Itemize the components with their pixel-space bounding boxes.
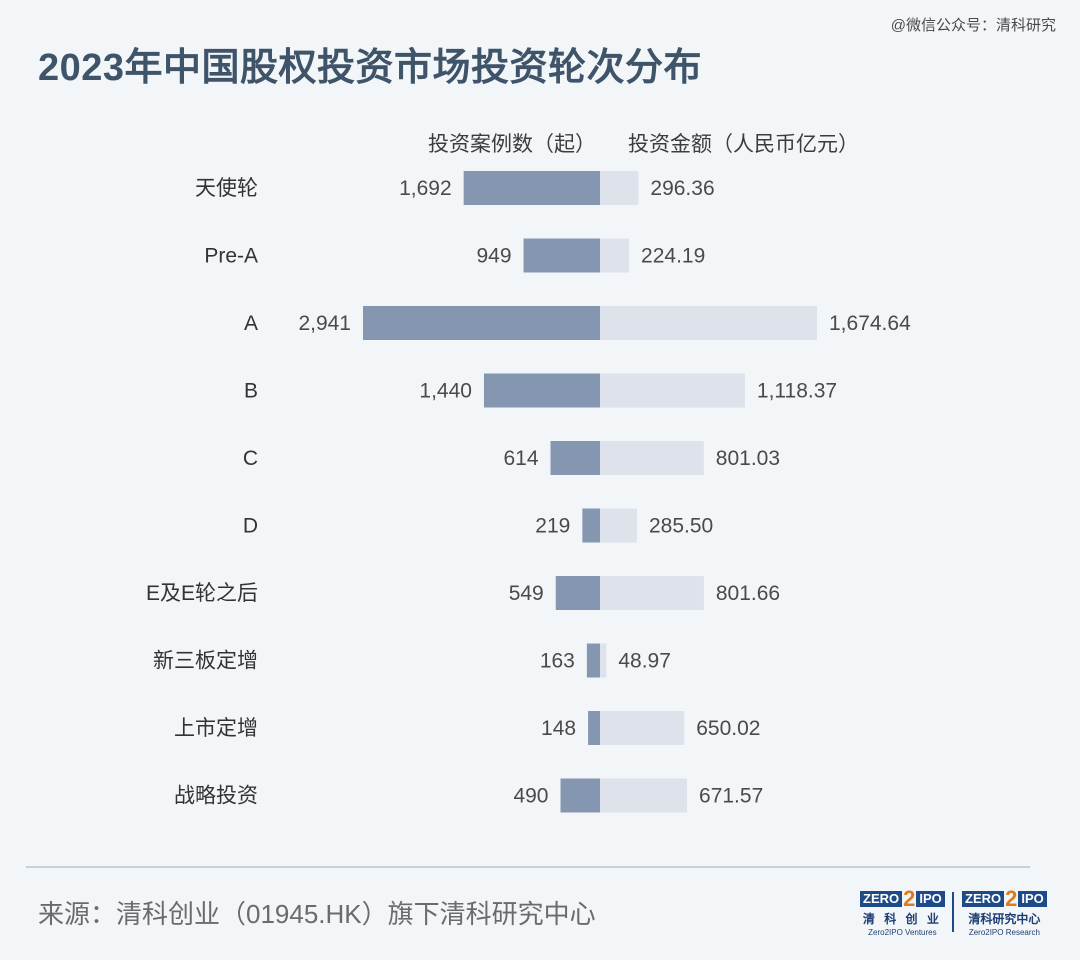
logo-cn-text: 清 科 创 业 — [862, 912, 942, 926]
logo-mark: ZERO 2 IPO — [962, 888, 1047, 910]
bar-amount — [600, 508, 637, 543]
value-label-case-count: 163 — [540, 650, 575, 673]
category-label: B — [244, 380, 258, 403]
value-label-case-count: 490 — [513, 785, 548, 808]
value-label-case-count: 1,440 — [419, 380, 472, 403]
value-label-case-count: 614 — [503, 447, 538, 470]
bar-amount — [600, 643, 607, 678]
logo-separator — [952, 892, 954, 932]
source-note: 来源：清科创业（01945.HK）旗下清科研究中心 — [38, 899, 596, 929]
bar-case-count — [588, 711, 600, 745]
value-label-case-count: 219 — [535, 515, 570, 538]
footer-divider — [26, 866, 1030, 868]
bar-case-count — [523, 238, 600, 273]
bar-amount — [600, 171, 639, 205]
value-label-case-count: 148 — [541, 717, 576, 740]
bar-amount — [600, 373, 745, 408]
bar-case-count — [555, 576, 600, 610]
category-label: 上市定增 — [174, 717, 258, 740]
value-label-amount: 1,674.64 — [829, 312, 911, 335]
category-label: Pre-A — [204, 245, 258, 268]
logo-en-text: Zero2IPO Ventures — [868, 928, 937, 937]
category-label: 天使轮 — [195, 177, 258, 200]
value-label-amount: 48.97 — [618, 650, 671, 673]
bar-case-count — [550, 441, 600, 475]
legend-case-count: 投资案例数（起） — [428, 133, 596, 156]
value-label-amount: 801.03 — [716, 447, 780, 470]
bar-case-count — [560, 778, 600, 813]
bar-case-count — [463, 171, 600, 205]
value-label-case-count: 949 — [476, 245, 511, 268]
value-label-case-count: 1,692 — [399, 177, 452, 200]
bar-case-count — [582, 508, 600, 543]
logo-en-text: Zero2IPO Research — [968, 928, 1040, 937]
bar-amount — [600, 238, 630, 273]
bar-amount — [600, 711, 685, 745]
value-label-amount: 296.36 — [650, 177, 714, 200]
value-label-case-count: 2,941 — [298, 312, 351, 335]
category-label: 战略投资 — [174, 785, 258, 808]
value-label-case-count: 549 — [509, 582, 544, 605]
legend-amount: 投资金额（人民币亿元） — [628, 133, 859, 156]
bar-case-count — [363, 306, 600, 340]
bar-amount — [600, 306, 817, 340]
category-label: D — [243, 515, 258, 538]
zero2ipo-research-logo: ZERO 2 IPO 清科研究中心 Zero2IPO Research — [962, 888, 1047, 937]
logo-cn-text: 清科研究中心 — [968, 912, 1041, 926]
category-label: A — [244, 312, 258, 335]
diverging-bar-chart: 投资案例数（起） 投资金额（人民币亿元） 天使轮 1,692 296.36 Pre-A 94… — [146, 133, 911, 813]
value-label-amount: 671.57 — [699, 785, 763, 808]
chart-title: 2023年中国股权投资市场投资轮次分布 — [38, 47, 703, 89]
value-label-amount: 224.19 — [641, 245, 705, 268]
logo-mark: ZERO 2 IPO — [860, 888, 945, 910]
bar-amount — [600, 778, 688, 813]
bar-case-count — [586, 643, 600, 678]
bar-amount — [600, 576, 704, 610]
category-label: E及E轮之后 — [146, 582, 258, 605]
value-label-amount: 285.50 — [649, 515, 713, 538]
zero2ipo-ventures-logo: ZERO 2 IPO 清 科 创 业 Zero2IPO Ventures — [860, 888, 945, 937]
value-label-amount: 650.02 — [696, 717, 760, 740]
value-label-amount: 1,118.37 — [757, 380, 837, 403]
bar-case-count — [483, 373, 600, 408]
category-label: 新三板定增 — [153, 650, 258, 673]
bar-amount — [600, 441, 704, 475]
watermark: @微信公众号：清科研究 — [890, 17, 1056, 34]
value-label-amount: 801.66 — [716, 582, 780, 605]
category-label: C — [243, 447, 258, 470]
